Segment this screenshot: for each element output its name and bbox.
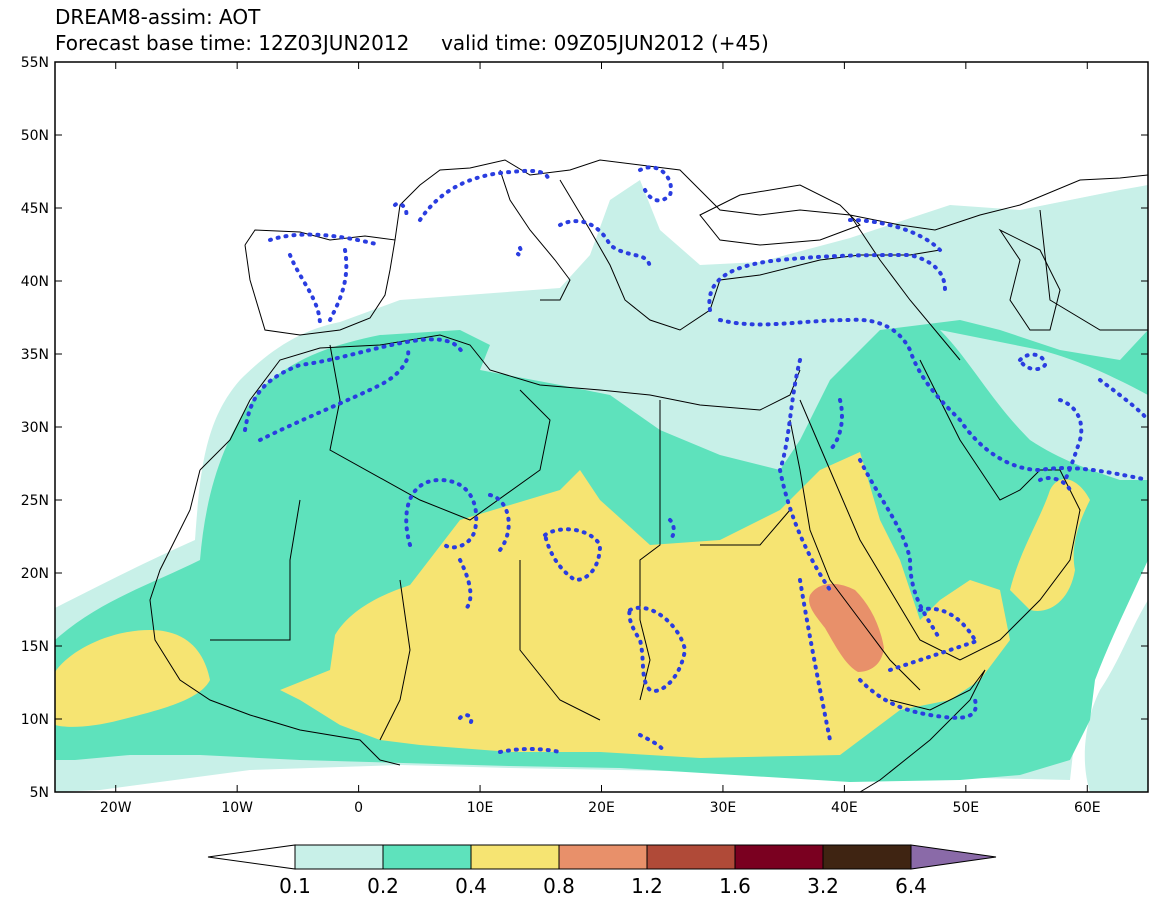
- forecast-base-time: Forecast base time: 12Z03JUN2012: [55, 31, 410, 55]
- obs-contour-iran: [1018, 352, 1148, 482]
- lon-tick-label: 60E: [1074, 800, 1101, 816]
- lon-tick-label: 0: [354, 800, 363, 816]
- lat-tick-label: 15N: [21, 639, 49, 655]
- colorbar-bin-1.6: [734, 844, 824, 870]
- lon-tick-label: 50E: [952, 800, 979, 816]
- colorbar-bin-1.2: [646, 844, 736, 870]
- border-6: [700, 509, 791, 546]
- obs-contour-oman: [1038, 476, 1072, 492]
- aot-fields: [55, 62, 1148, 792]
- obs-contour-france: [393, 168, 550, 222]
- obs-contour-ethiopia: [798, 578, 978, 742]
- obs-contour-yemen: [888, 606, 982, 672]
- lat-tick-label: 5N: [30, 785, 49, 801]
- colorbar-label: 0.8: [543, 874, 575, 898]
- lat-tick-label: 35N: [21, 347, 49, 363]
- colorbar-bin-0.1: [294, 844, 384, 870]
- coast-italy: [499, 169, 571, 301]
- lat-tick-label: 40N: [21, 274, 49, 290]
- colorbar-label: 0.1: [279, 874, 311, 898]
- obs-contour-turkey: [707, 218, 1148, 482]
- colorbar-under-triangle: [207, 844, 296, 870]
- obs-contour-nile: [777, 358, 942, 642]
- colorbar-label: 3.2: [807, 874, 839, 898]
- colorbar-label: 1.6: [719, 874, 751, 898]
- obs-contour-maghreb: [243, 337, 464, 442]
- longitude-axis: 20W 10W 0 10E 20E 30E 40E 50E 60E: [100, 62, 1101, 816]
- lon-tick-label: 10W: [221, 800, 253, 816]
- latitude-axis: 55N 50N 45N 40N 35N 30N 25N 20N 15N 10N 5N: [21, 55, 1148, 801]
- colorbar-bin-0.8: [558, 844, 648, 870]
- lon-tick-label: 10E: [467, 800, 494, 816]
- border-5: [519, 560, 601, 721]
- border-1: [329, 344, 551, 521]
- lat-tick-label: 25N: [21, 493, 49, 509]
- obs-contour-balkans: [558, 219, 652, 272]
- aot-region-0.4-west: [55, 630, 210, 727]
- coast-red-sea: [789, 419, 921, 691]
- lon-tick-label: 30E: [710, 800, 737, 816]
- plot-title: DREAM8-assim: AOT: [55, 5, 261, 29]
- lat-tick-label: 45N: [21, 201, 49, 217]
- border-7: [849, 214, 961, 361]
- lat-tick-label: 30N: [21, 420, 49, 436]
- border-2: [639, 400, 661, 701]
- coast-west-africa: [149, 469, 401, 766]
- aot-region-0.4-arabia: [1010, 479, 1090, 611]
- border-4: [379, 579, 411, 741]
- lon-tick-label: 20W: [100, 800, 132, 816]
- colorbar-label: 0.2: [367, 874, 399, 898]
- colorbar: 0.1 0.2 0.4 0.8 1.2 1.6 3.2 6.4: [207, 844, 997, 898]
- coast-caspian: [998, 228, 1061, 331]
- coast-north-africa: [199, 334, 801, 471]
- obs-contour-iberia: [268, 232, 382, 327]
- colorbar-bin-0.4: [470, 844, 560, 870]
- aot-region-0.8: [809, 583, 884, 672]
- lat-tick-label: 20N: [21, 566, 49, 582]
- plot-subtitle: Forecast base time: 12Z03JUN2012 valid t…: [55, 33, 769, 53]
- valid-time: valid time: 09Z05JUN2012 (+45): [441, 31, 769, 55]
- colorbar-labels: 0.1 0.2 0.4 0.8 1.2 1.6 3.2 6.4: [279, 874, 927, 898]
- aot-region-0.4: [280, 452, 1010, 758]
- coast-iberia: [244, 239, 396, 336]
- border-8: [1039, 209, 1148, 331]
- obs-contour-alps: [638, 165, 673, 203]
- coast-horn: [859, 669, 986, 792]
- assimilated-obs-contours: [243, 165, 1148, 754]
- obs-contour-misc: [516, 246, 676, 542]
- lon-tick-label: 40E: [831, 800, 858, 816]
- aot-region-0.1-gulf: [940, 330, 1148, 480]
- lat-tick-label: 10N: [21, 712, 49, 728]
- colorbar-bin-0.2: [382, 844, 472, 870]
- coast-black-sea: [699, 184, 861, 246]
- coast-europe: [244, 159, 1148, 246]
- lat-tick-label: 50N: [21, 128, 49, 144]
- lon-tick-label: 20E: [588, 800, 615, 816]
- border-3: [210, 499, 301, 641]
- colorbar-label: 1.2: [631, 874, 663, 898]
- obs-contour-gulf-guinea: [458, 713, 667, 754]
- lat-tick-label: 55N: [21, 55, 49, 71]
- colorbar-label: 6.4: [895, 874, 927, 898]
- obs-contour-sahara: [404, 477, 511, 612]
- coast-arabia: [799, 359, 1081, 661]
- colorbar-bin-3.2: [822, 844, 912, 870]
- colorbar-label: 0.4: [455, 874, 487, 898]
- colorbar-over-triangle: [910, 844, 997, 870]
- obs-contour-chad: [543, 527, 603, 583]
